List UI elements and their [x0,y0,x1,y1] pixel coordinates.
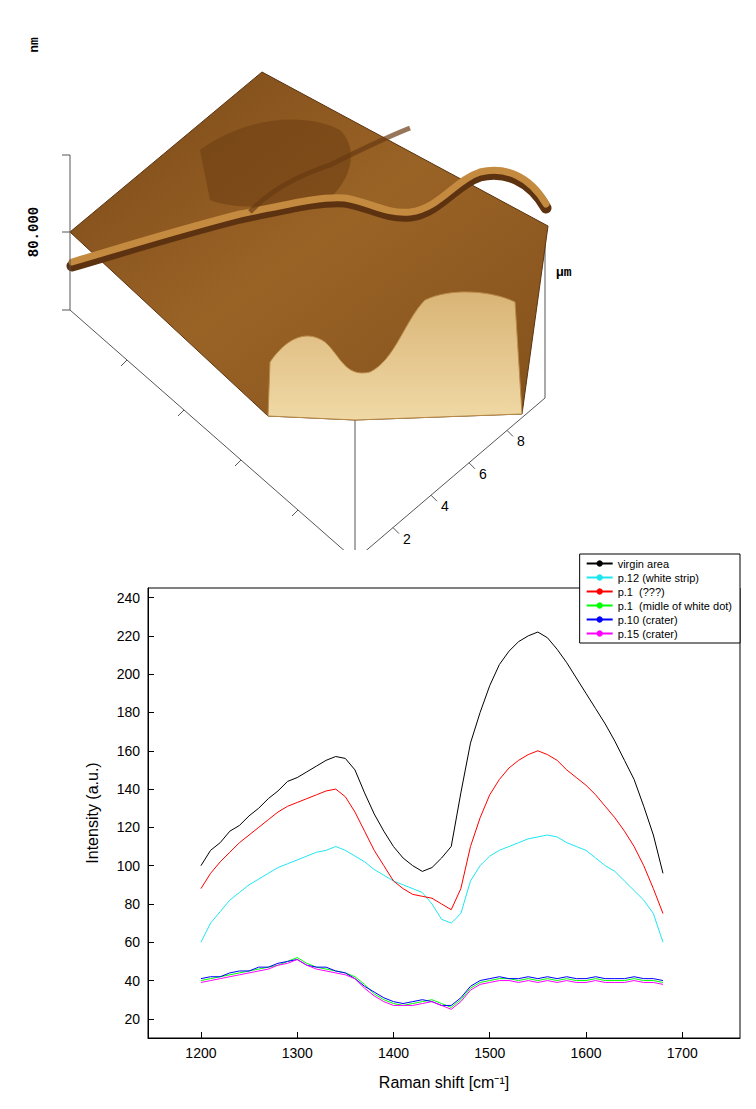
svg-text:80: 80 [124,896,140,912]
svg-text:200: 200 [117,666,141,682]
svg-text:180: 180 [117,704,141,720]
svg-text:60: 60 [124,934,140,950]
svg-text:Raman shift [cm⁻¹]: Raman shift [cm⁻¹] [379,1074,509,1091]
svg-text:6: 6 [479,466,487,482]
svg-text:140: 140 [117,781,141,797]
svg-text:1700: 1700 [667,1045,698,1061]
svg-text:µm: µm [556,265,572,280]
svg-text:p.15 (crater): p.15 (crater) [618,628,678,640]
svg-text:240: 240 [117,590,141,606]
svg-text:220: 220 [117,628,141,644]
svg-text:4: 4 [441,498,449,514]
svg-text:p.1 (???): p.1 (???) [618,586,665,598]
svg-text:80.000: 80.000 [26,207,42,257]
svg-text:p.10 (crater): p.10 (crater) [618,614,678,626]
svg-text:nm: nm [27,37,42,53]
svg-text:160: 160 [117,743,141,759]
svg-text:2: 2 [403,531,411,547]
svg-text:1200: 1200 [185,1045,216,1061]
svg-text:20: 20 [124,1011,140,1027]
svg-text:100: 100 [117,858,141,874]
svg-text:8: 8 [517,433,525,449]
svg-text:120: 120 [117,819,141,835]
svg-text:Intensity (a.u.): Intensity (a.u.) [84,762,101,863]
svg-text:virgin area: virgin area [618,558,670,570]
svg-text:40: 40 [124,973,140,989]
svg-text:1300: 1300 [282,1045,313,1061]
svg-text:p.1 (midle of white dot): p.1 (midle of white dot) [618,600,732,612]
svg-text:1500: 1500 [474,1045,505,1061]
svg-text:p.12 (white strip): p.12 (white strip) [618,572,699,584]
svg-text:1600: 1600 [570,1045,601,1061]
svg-text:1400: 1400 [378,1045,409,1061]
